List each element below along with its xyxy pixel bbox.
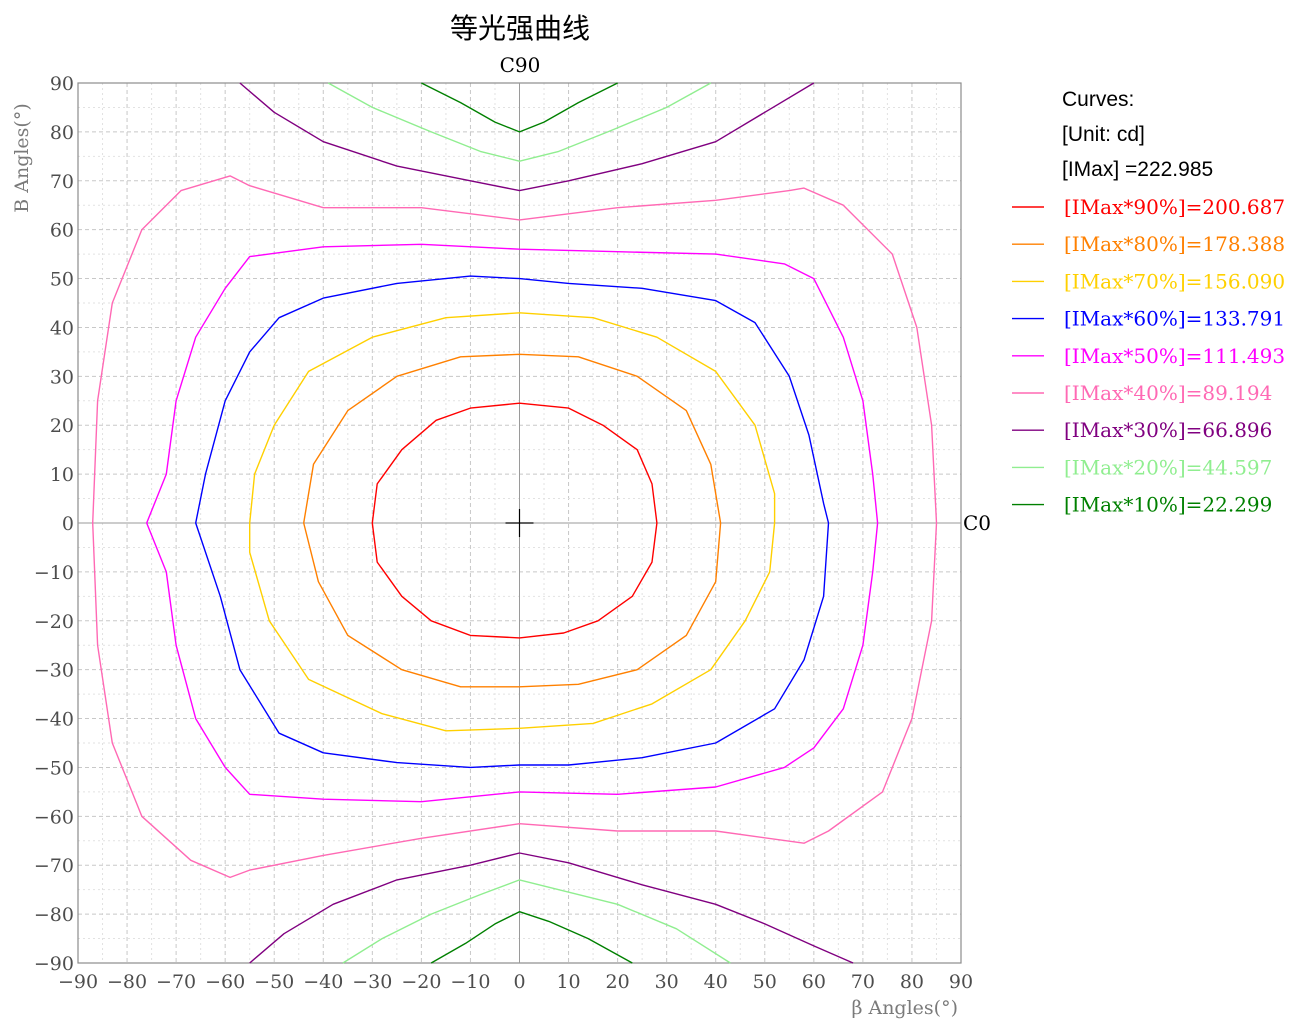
legend-entry-label: [IMax*50%]=111.493 [1064,344,1285,368]
y-tick-label: 50 [50,269,74,291]
y-tick-label: −70 [34,855,74,877]
y-tick-label: −60 [34,806,74,828]
x-tick-label: 20 [606,971,630,993]
legend-entry-label: [IMax*10%]=22.299 [1064,493,1272,517]
y-tick-label: −80 [34,904,74,926]
x-tick-label: 50 [753,971,777,993]
x-tick-label: 90 [949,971,973,993]
contour-line [327,82,712,162]
x-tick-labels: −90 −80 −70 −60 −50 −40 −30 −20 −10 0 10 20 30 40 50 60… [58,971,973,993]
legend: Curves: [Unit: cd] [IMax] =222.985 [IMax*90… [1012,88,1285,517]
legend-header: [IMax] =222.985 [1062,158,1213,181]
legend-entry-label: [IMax*60%]=133.791 [1064,307,1285,331]
x-tick-label: 60 [802,971,826,993]
x-tick-label: 40 [704,971,728,993]
contour-line [92,175,938,879]
y-tick-label: 40 [50,317,74,339]
contour-line [195,275,830,769]
legend-entry-label: [IMax*70%]=156.090 [1064,269,1285,293]
y-tick-label: −10 [34,562,74,584]
x-tick-label: −80 [107,971,147,993]
y-tick-label: 80 [50,122,74,144]
x-tick-label: 80 [900,971,924,993]
contour-line [303,353,722,688]
x-tick-label: −70 [156,971,196,993]
legend-entry-label: [IMax*90%]=200.687 [1064,195,1285,219]
x-tick-label: −60 [205,971,245,993]
contour-line [249,312,776,732]
contour-line [146,243,879,803]
contour-line [249,852,854,964]
contour-line [371,402,658,639]
x-tick-label: 70 [851,971,875,993]
contour-curves [92,82,938,964]
y-tick-label: 10 [50,464,74,486]
x-tick-label: −50 [254,971,294,993]
contour-line [421,82,618,133]
x-tick-label: 10 [556,971,580,993]
y-tick-label: −50 [34,757,74,779]
x-tick-label: 0 [513,971,525,993]
y-tick-label: −30 [34,660,74,682]
contour-line [239,82,815,192]
legend-entry-label: [IMax*30%]=66.896 [1064,418,1272,442]
y-tick-label: −20 [34,611,74,633]
c0-label: C0 [963,511,991,535]
x-tick-label: −40 [303,971,343,993]
y-tick-label: −90 [34,953,74,975]
x-tick-label: −30 [352,971,392,993]
x-tick-label: −10 [450,971,490,993]
y-tick-label: 20 [50,415,74,437]
contour-line [342,879,731,964]
y-tick-label: 60 [50,220,74,242]
y-tick-label: 30 [50,366,74,388]
contour-line [430,911,633,964]
legend-entry-label: [IMax*40%]=89.194 [1064,381,1272,405]
y-tick-label: −40 [34,709,74,731]
axes [77,82,962,964]
y-tick-label: 70 [50,171,74,193]
c90-label: C90 [500,53,541,77]
x-axis-title: β Angles(°) [851,997,958,1019]
legend-entry-label: [IMax*20%]=44.597 [1064,455,1272,479]
y-tick-label: 0 [62,513,74,535]
x-tick-label: 30 [655,971,679,993]
x-tick-label: −90 [58,971,98,993]
y-axis-title: B Angles(°) [11,103,33,213]
legend-entry-label: [IMax*80%]=178.388 [1064,232,1285,256]
x-tick-label: −20 [401,971,441,993]
y-tick-label: 90 [50,73,74,95]
legend-header: Curves: [1062,88,1134,111]
chart-title: 等光强曲线 [450,12,590,45]
legend-header: [Unit: cd] [1062,123,1145,146]
y-tick-labels: 90 80 70 60 50 40 30 20 10 0 −10 −20 −30 −40 −50 −60 −70… [34,73,74,975]
